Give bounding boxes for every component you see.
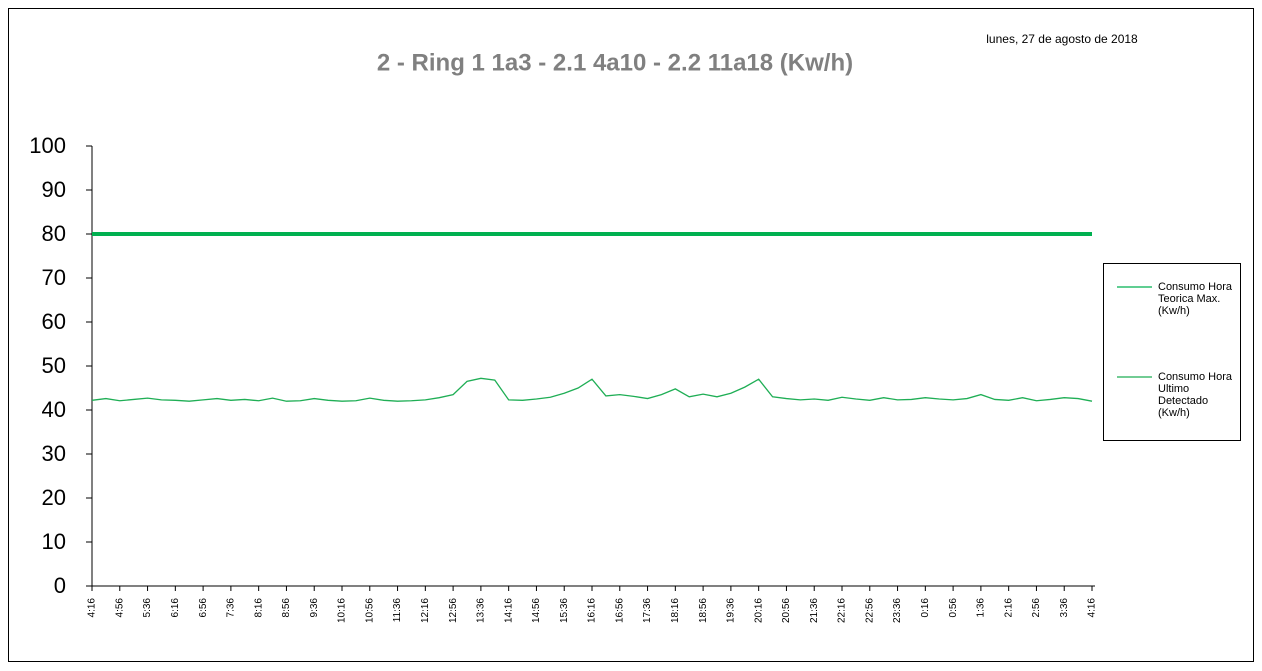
chart-title: 2 - Ring 1 1a3 - 2.1 4a10 - 2.2 11a18 (K… (377, 49, 853, 76)
legend-box (1103, 263, 1241, 441)
x-tick-label: 18:56 (698, 598, 709, 623)
legend-entry: Consumo Hora Teorica Max. (Kw/h) (1158, 281, 1232, 317)
legend-label: Consumo Hora Teorica Max. (Kw/h) (1158, 281, 1232, 317)
y-tick-label: 90 (42, 177, 66, 202)
y-tick-label: 30 (42, 441, 66, 466)
x-tick-label: 16:56 (614, 598, 625, 623)
x-tick-label: 14:56 (531, 598, 542, 623)
x-tick-label: 17:36 (642, 598, 653, 623)
y-tick-label: 20 (42, 485, 66, 510)
x-tick-label: 16:16 (587, 598, 598, 623)
x-tick-label: 4:56 (114, 598, 125, 618)
x-tick-label: 14:16 (503, 598, 514, 623)
x-tick-label: 6:16 (170, 598, 181, 618)
y-tick-label: 40 (42, 397, 66, 422)
x-tick-label: 13:36 (476, 598, 487, 623)
x-tick-label: 2:16 (1003, 598, 1014, 618)
y-tick-label: 50 (42, 353, 66, 378)
x-tick-label: 22:56 (864, 598, 875, 623)
x-tick-label: 22:16 (837, 598, 848, 623)
x-tick-label: 2:56 (1031, 598, 1042, 618)
x-tick-label: 15:36 (559, 598, 570, 623)
x-tick-label: 0:56 (948, 598, 959, 618)
x-tick-label: 8:16 (253, 598, 264, 618)
x-tick-label: 8:56 (281, 598, 292, 618)
x-tick-label: 7:36 (226, 598, 237, 618)
chart-frame (8, 8, 1254, 662)
x-tick-label: 1:36 (976, 598, 987, 618)
legend-label: Consumo Hora Ultimo Detectado (Kw/h) (1158, 371, 1232, 419)
x-tick-label: 10:16 (337, 598, 348, 623)
x-tick-label: 5:36 (142, 598, 153, 618)
series-line (91, 377, 1093, 402)
x-tick-label: 18:16 (670, 598, 681, 623)
legend-entry: Consumo Hora Ultimo Detectado (Kw/h) (1158, 371, 1232, 419)
x-tick-label: 3:36 (1059, 598, 1070, 618)
x-tick-label: 9:36 (309, 598, 320, 618)
x-tick-label: 0:16 (920, 598, 931, 618)
x-tick-label: 11:36 (392, 598, 403, 623)
y-tick-label: 100 (29, 133, 66, 158)
y-tick-label: 60 (42, 309, 66, 334)
x-tick-label: 6:56 (198, 598, 209, 618)
y-tick-label: 70 (42, 265, 66, 290)
chart-date: lunes, 27 de agosto de 2018 (986, 32, 1138, 46)
x-tick-label: 20:56 (781, 598, 792, 623)
x-tick-label: 23:36 (892, 598, 903, 623)
x-tick-label: 12:56 (448, 598, 459, 623)
x-tick-label: 12:16 (420, 598, 431, 623)
y-tick-label: 80 (42, 221, 66, 246)
y-tick-label: 0 (54, 573, 66, 598)
y-tick-label: 10 (42, 529, 66, 554)
x-tick-label: 4:16 (1087, 598, 1098, 618)
x-tick-label: 4:16 (87, 598, 98, 618)
x-tick-label: 21:36 (809, 598, 820, 623)
x-tick-label: 10:56 (364, 598, 375, 623)
x-tick-label: 20:16 (753, 598, 764, 623)
x-tick-label: 19:36 (726, 598, 737, 623)
